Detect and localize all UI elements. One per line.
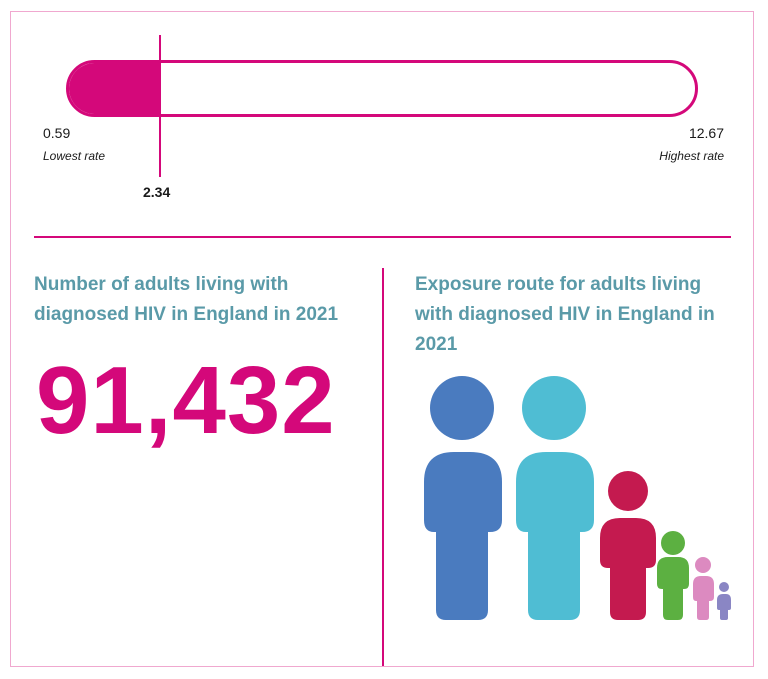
person-icon <box>424 376 502 620</box>
person-icon <box>516 376 594 620</box>
adults-count-heading-line: Number of adults living with <box>34 274 289 295</box>
horizontal-divider <box>34 236 731 238</box>
exposure-route-people <box>424 376 731 620</box>
exposure-route-heading-line: Exposure route for adults living <box>415 274 702 295</box>
lowest-rate-caption: Lowest rate <box>43 149 106 163</box>
person-icon <box>717 582 731 620</box>
infographic-frame <box>10 11 754 667</box>
vertical-divider <box>382 268 384 666</box>
lowest-rate-value: 0.59 <box>43 125 71 141</box>
exposure-route-heading: Exposure route for adults living with di… <box>415 270 715 360</box>
exposure-route-heading-line: with diagnosed HIV in England in <box>415 304 715 325</box>
exposure-route-heading-line: 2021 <box>415 334 458 355</box>
adults-count-heading: Number of adults living with diagnosed H… <box>34 270 338 330</box>
adults-count-heading-line: diagnosed HIV in England in 2021 <box>34 304 339 325</box>
rate-marker-value: 2.34 <box>143 184 171 200</box>
adults-count-number: 91,432 <box>36 347 336 454</box>
person-icon <box>693 557 714 620</box>
rate-bar <box>66 60 698 117</box>
person-icon <box>657 531 689 620</box>
rate-marker-line <box>159 35 161 177</box>
person-icon <box>600 471 656 620</box>
rate-bar-fill <box>69 63 160 114</box>
highest-rate-caption: Highest rate <box>659 149 724 163</box>
highest-rate-value: 12.67 <box>688 125 724 141</box>
